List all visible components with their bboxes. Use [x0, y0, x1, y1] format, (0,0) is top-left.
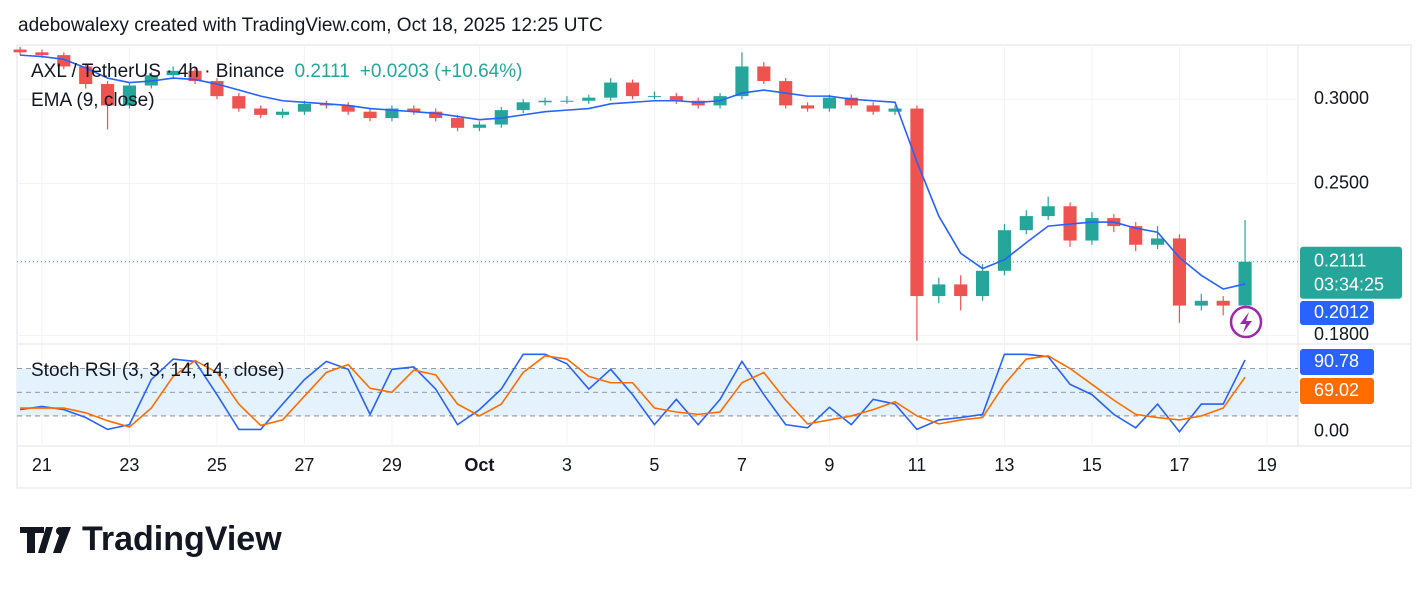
- candle-body: [122, 85, 136, 106]
- x-tick-label: 29: [382, 455, 402, 475]
- candle-body: [801, 105, 815, 109]
- y-tick-label: 0.00: [1314, 421, 1349, 441]
- logo-mark: [53, 527, 71, 553]
- candle-body: [1085, 218, 1099, 241]
- price-label: 0.2111: [1314, 250, 1366, 270]
- candle-body: [1041, 206, 1055, 217]
- logo: TradingView: [20, 520, 282, 558]
- candle-body: [866, 105, 880, 112]
- legend-ema: EMA (9, close): [31, 90, 155, 111]
- candle-body: [669, 96, 683, 101]
- candle-body: [1216, 300, 1230, 306]
- candle-body: [451, 118, 465, 128]
- x-tick-label: 13: [994, 455, 1014, 475]
- x-tick-label: 15: [1082, 455, 1102, 475]
- logo-mark: [20, 527, 53, 553]
- price-label: 90.78: [1314, 351, 1359, 371]
- candle-body: [822, 97, 836, 109]
- x-tick-label: 21: [32, 455, 52, 475]
- x-tick-label: 23: [119, 455, 139, 475]
- candle-body: [35, 52, 49, 56]
- candle-body: [1019, 216, 1033, 231]
- candle-body: [101, 84, 115, 106]
- x-tick-label: 3: [562, 455, 572, 475]
- y-tick-label: 0.2500: [1314, 172, 1369, 192]
- candle-body: [297, 103, 311, 112]
- candle-body: [385, 108, 399, 119]
- candle-body: [429, 111, 443, 119]
- price-label: 0.2012: [1314, 302, 1369, 322]
- x-tick-label: 11: [908, 455, 927, 475]
- candle-body: [997, 230, 1011, 271]
- candle-body: [560, 100, 574, 102]
- x-tick-label: 17: [1169, 455, 1189, 475]
- x-tick-label: 19: [1257, 455, 1277, 475]
- candle-body: [1172, 238, 1186, 306]
- candle-body: [472, 124, 486, 128]
- x-tick-label: 27: [294, 455, 314, 475]
- candle-body: [954, 284, 968, 297]
- candle-body: [932, 284, 946, 297]
- stoch-line: [19, 353, 1246, 434]
- stoch-line: [20, 355, 1246, 428]
- candle-body: [735, 66, 749, 97]
- candle-body: [13, 49, 27, 53]
- candle-body: [1129, 226, 1143, 245]
- candle-body: [188, 70, 202, 82]
- alert-icon-bolt: [1240, 312, 1252, 333]
- candle-body: [647, 96, 661, 98]
- y-tick-label: 0.1800: [1314, 324, 1369, 344]
- x-tick-label: 7: [737, 455, 747, 475]
- candle-body: [232, 96, 246, 109]
- chart-frame: [16, 44, 1412, 489]
- candle-body: [582, 97, 596, 101]
- candle-body: [910, 108, 924, 297]
- ema-line: [20, 54, 1246, 290]
- logo-text: TradingView: [82, 520, 282, 558]
- x-tick-label: Oct: [464, 455, 494, 475]
- candle-body: [976, 270, 990, 297]
- candle-body: [538, 100, 552, 103]
- candle-body: [516, 102, 530, 111]
- y-tick-label: 0.3000: [1314, 88, 1369, 108]
- x-tick-label: 5: [649, 455, 659, 475]
- legend-price: 0.2111: [294, 61, 349, 82]
- price-label-bg: [1300, 378, 1374, 404]
- candle-body: [166, 70, 180, 76]
- x-tick-label: 9: [824, 455, 834, 475]
- candle-body: [626, 82, 640, 97]
- price-label-bg: [1300, 246, 1402, 299]
- countdown-label: 03:34:25: [1314, 274, 1384, 294]
- candle-body: [79, 66, 93, 85]
- candle-body: [844, 97, 858, 106]
- legend-title: AXL / TetherUS · 4h · Binance: [31, 61, 284, 82]
- price-label-bg: [1300, 349, 1374, 375]
- candle-body: [363, 111, 377, 119]
- candle-body: [1151, 238, 1165, 245]
- candle-body: [341, 105, 355, 112]
- price-label: 69.02: [1314, 380, 1359, 400]
- candle-body: [757, 66, 771, 82]
- x-tick-label: 25: [207, 455, 227, 475]
- price-label-bg: [1300, 301, 1374, 325]
- candle-body: [1194, 300, 1208, 306]
- candle-body: [604, 82, 618, 98]
- candle-body: [254, 108, 268, 115]
- legend-change: +0.0203 (+10.64%): [360, 61, 523, 82]
- candle-body: [888, 108, 902, 112]
- candle-body: [407, 108, 421, 112]
- candle-body: [1238, 261, 1252, 306]
- header-text: adebowalexy created with TradingView.com…: [18, 15, 603, 36]
- candle-body: [276, 111, 290, 115]
- legend-stoch: Stoch RSI (3, 3, 14, 14, close): [31, 360, 284, 381]
- candle-body: [57, 55, 71, 67]
